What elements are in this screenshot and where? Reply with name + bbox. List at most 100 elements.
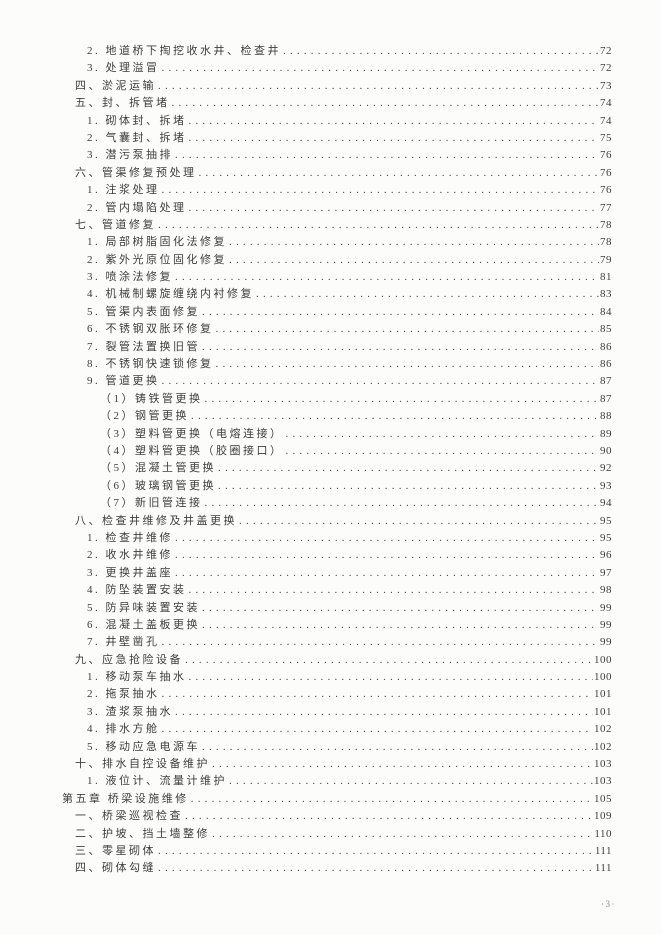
dot-leader: ........................................… [171, 97, 600, 110]
dot-leader: ........................................… [161, 723, 594, 736]
toc-entry-page: 103 [594, 775, 612, 788]
dot-leader: ........................................… [239, 514, 599, 527]
toc-entry-label: 3. 喷涂法修复 [87, 271, 173, 284]
dot-leader: ........................................… [161, 375, 600, 388]
toc-entry-page: 100 [594, 671, 612, 684]
toc-entry: 1. 注浆处理.................................… [87, 182, 612, 199]
dot-leader: ........................................… [188, 584, 600, 597]
toc-entry: 6. 混凝土盖板更换..............................… [87, 617, 612, 634]
toc-entry-label: 一、桥梁巡视检查 [75, 810, 183, 823]
toc-entry: 2. 收水井维修................................… [87, 547, 612, 564]
toc-entry-page: 77 [600, 201, 612, 214]
toc-entry: 7. 裂管法置换旧管..............................… [87, 339, 612, 356]
toc-entry-page: 95 [600, 531, 612, 544]
toc-entry-label: 7. 裂管法置换旧管 [87, 340, 200, 353]
toc-entry-label: 6. 混凝土盖板更换 [87, 618, 200, 631]
toc-entry-label: 6. 不锈钢双胀环修复 [87, 323, 214, 336]
dot-leader: ........................................… [175, 271, 599, 284]
toc-entry-page: 102 [594, 740, 612, 753]
toc-entry-label: 2. 紫外光原位固化修复 [87, 253, 227, 266]
toc-entry: 8. 不锈钢快速锁修复.............................… [87, 356, 612, 373]
toc-entry-page: 76 [600, 184, 612, 197]
toc-entry: 9. 管道更换.................................… [87, 373, 612, 390]
toc-entry-page: 78 [600, 218, 612, 231]
toc-entry-label: 九、应急抢险设备 [75, 653, 183, 666]
toc-entry-page: 109 [594, 810, 612, 823]
dot-leader: ........................................… [161, 62, 600, 75]
toc-entry-label: 八、检查井维修及井盖更换 [75, 514, 237, 527]
dot-leader: ........................................… [188, 201, 600, 214]
toc-entry: （7）新旧管连接................................… [100, 495, 612, 512]
toc-entry: 3. 更换井盖座................................… [87, 565, 612, 582]
toc-list: 2. 地道桥下掏挖收水井、检查井........................… [62, 43, 612, 878]
toc-entry-label: 8. 不锈钢快速锁修复 [87, 358, 214, 371]
toc-entry-label: 1. 砌体封、拆堵 [87, 114, 187, 127]
toc-entry: 2. 拖泵抽水.................................… [87, 686, 612, 703]
dot-leader: ........................................… [161, 688, 594, 701]
toc-entry-label: 1. 液位计、流量计维护 [87, 775, 227, 788]
dot-leader: ........................................… [202, 305, 599, 318]
toc-entry-page: 83 [600, 288, 612, 301]
toc-entry: 5. 防异味装置安装..............................… [87, 600, 612, 617]
dot-leader: ........................................… [175, 566, 599, 579]
dot-leader: ........................................… [202, 618, 599, 631]
toc-entry-page: 87 [600, 375, 612, 388]
toc-entry-page: 72 [600, 45, 612, 57]
toc-entry-page: 103 [594, 758, 612, 771]
toc-entry-page: 96 [600, 549, 612, 562]
toc-entry-page: 105 [594, 792, 612, 805]
toc-entry-label: 七、管道修复 [75, 218, 156, 231]
toc-entry-label: 2. 收水井维修 [87, 549, 173, 562]
toc-entry-label: 五、封、拆管堵 [75, 97, 170, 110]
toc-entry-label: 第五章 桥梁设施维修 [62, 792, 189, 805]
dot-leader: ........................................… [191, 410, 599, 423]
toc-entry: 九、应急抢险设备................................… [75, 652, 612, 669]
toc-entry-label: 4. 机械制螺旋缠绕内衬修复 [87, 288, 254, 301]
dot-leader: ........................................… [215, 358, 600, 371]
dot-leader: ........................................… [218, 479, 599, 492]
toc-entry-page: 89 [600, 427, 612, 440]
toc-entry-label: （4）塑料管更换（胶圈接口） [100, 444, 284, 457]
toc-entry: 十、排水自控设备维护..............................… [75, 756, 612, 773]
toc-entry-page: 76 [600, 149, 612, 162]
toc-entry: 3. 渣浆泵抽水................................… [87, 704, 612, 721]
dot-leader: ........................................… [256, 288, 599, 301]
footer-page-number: ·3· [601, 899, 616, 909]
toc-entry: 2. 紫外光原位固化修复............................… [87, 252, 612, 269]
toc-entry-page: 99 [600, 618, 612, 631]
toc-entry-page: 72 [600, 62, 612, 75]
toc-entry-label: 十、排水自控设备维护 [75, 758, 210, 771]
toc-entry: （3）塑料管更换（电熔连接）..........................… [100, 426, 612, 443]
dot-leader: ........................................… [215, 323, 600, 336]
dot-leader: ........................................… [229, 236, 599, 249]
dot-leader: ........................................… [202, 740, 593, 753]
dot-leader: ........................................… [202, 340, 599, 353]
toc-entry-page: 75 [600, 131, 612, 144]
toc-entry: 3. 喷涂法修复................................… [87, 269, 612, 286]
toc-entry-label: 5. 移动应急电源车 [87, 740, 200, 753]
toc-entry-page: 84 [600, 305, 612, 318]
toc-entry-label: 9. 管道更换 [87, 375, 160, 388]
toc-entry: （6）玻璃钢管更换...............................… [100, 478, 612, 495]
toc-entry-page: 76 [600, 166, 612, 179]
toc-entry-page: 90 [600, 444, 612, 457]
dot-leader: ........................................… [188, 671, 594, 684]
dot-leader: ........................................… [175, 149, 599, 162]
dot-leader: ........................................… [175, 705, 593, 718]
toc-entry-page: 85 [600, 323, 612, 336]
toc-entry: 八、检查井维修及井盖更换............................… [75, 513, 612, 530]
dot-leader: ........................................… [198, 166, 600, 179]
toc-entry-label: （5）混凝土管更换 [100, 462, 216, 475]
toc-entry-page: 86 [600, 358, 612, 371]
toc-entry: 5. 管渠内表面修复..............................… [87, 304, 612, 321]
toc-entry-label: 7. 井壁凿孔 [87, 636, 160, 649]
toc-entry-label: 2. 地道桥下掏挖收水井、检查井 [87, 45, 281, 57]
toc-entry: 1. 液位计、流量计维护............................… [87, 773, 612, 790]
dot-leader: ........................................… [285, 444, 600, 457]
toc-entry: 4. 机械制螺旋缠绕内衬修复..........................… [87, 286, 612, 303]
toc-entry-label: 3. 渣浆泵抽水 [87, 705, 173, 718]
toc-entry-label: 5. 管渠内表面修复 [87, 305, 200, 318]
toc-entry: 3. 潜污泵抽排................................… [87, 147, 612, 164]
dot-leader: ........................................… [185, 810, 593, 823]
toc-entry-label: 1. 移动泵车抽水 [87, 671, 187, 684]
